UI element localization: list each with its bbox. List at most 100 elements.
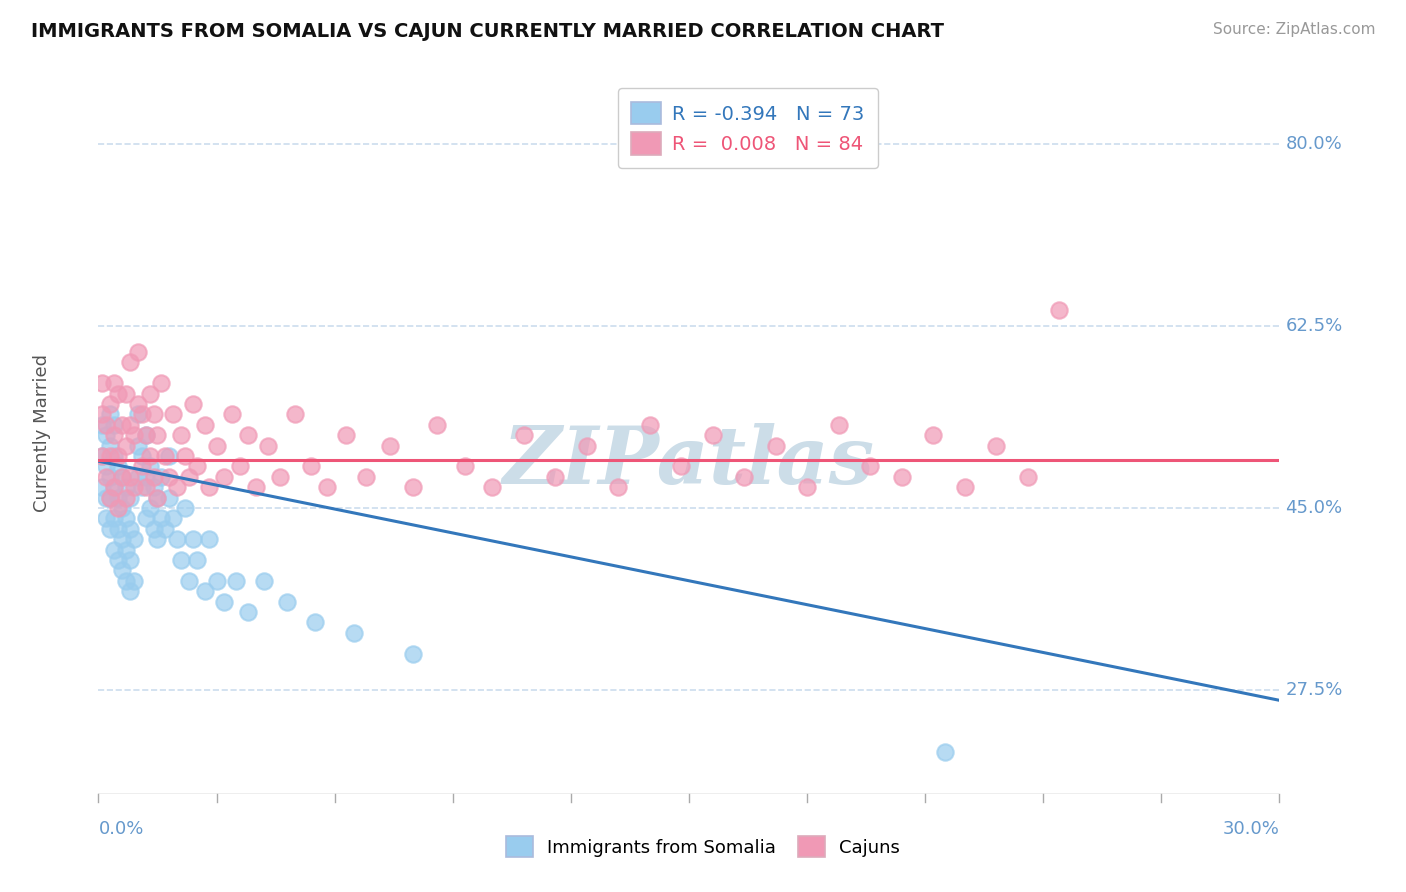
Point	[150, 470, 173, 484]
Text: 30.0%: 30.0%	[1223, 820, 1279, 838]
Point	[157, 470, 180, 484]
Point	[142, 522, 165, 536]
Point	[111, 417, 134, 432]
Point	[103, 480, 125, 494]
Point	[378, 439, 401, 453]
Point	[98, 397, 121, 411]
Point	[702, 428, 724, 442]
Point	[142, 470, 165, 484]
Legend: Immigrants from Somalia, Cajuns: Immigrants from Somalia, Cajuns	[494, 823, 912, 870]
Point	[131, 459, 153, 474]
Point	[225, 574, 247, 588]
Point	[91, 417, 114, 432]
Point	[181, 397, 204, 411]
Point	[157, 449, 180, 463]
Point	[186, 459, 208, 474]
Point	[796, 480, 818, 494]
Point	[135, 470, 157, 484]
Point	[118, 355, 141, 369]
Point	[98, 408, 121, 422]
Point	[138, 449, 160, 463]
Point	[890, 470, 912, 484]
Text: IMMIGRANTS FROM SOMALIA VS CAJUN CURRENTLY MARRIED CORRELATION CHART: IMMIGRANTS FROM SOMALIA VS CAJUN CURRENT…	[31, 22, 943, 41]
Point	[138, 500, 160, 515]
Point	[205, 574, 228, 588]
Legend: R = -0.394   N = 73, R =  0.008   N = 84: R = -0.394 N = 73, R = 0.008 N = 84	[617, 88, 879, 169]
Point	[103, 480, 125, 494]
Point	[111, 500, 134, 515]
Point	[162, 408, 184, 422]
Point	[127, 345, 149, 359]
Point	[131, 480, 153, 494]
Point	[138, 386, 160, 401]
Point	[214, 470, 236, 484]
Point	[127, 408, 149, 422]
Point	[127, 397, 149, 411]
Point	[103, 376, 125, 391]
Point	[166, 532, 188, 546]
Point	[107, 386, 129, 401]
Point	[236, 605, 259, 619]
Point	[166, 480, 188, 494]
Point	[229, 459, 252, 474]
Point	[669, 459, 692, 474]
Point	[115, 439, 138, 453]
Text: 0.0%: 0.0%	[98, 820, 143, 838]
Point	[118, 522, 141, 536]
Point	[96, 470, 118, 484]
Point	[214, 594, 236, 608]
Point	[174, 449, 197, 463]
Point	[115, 511, 138, 525]
Point	[103, 449, 125, 463]
Point	[142, 408, 165, 422]
Point	[98, 470, 121, 484]
Point	[98, 449, 121, 463]
Point	[103, 542, 125, 557]
Point	[146, 428, 169, 442]
Point	[638, 417, 661, 432]
Point	[115, 480, 138, 494]
Point	[118, 417, 141, 432]
Point	[155, 449, 177, 463]
Point	[269, 470, 291, 484]
Point	[96, 491, 118, 505]
Text: ZIPatlas: ZIPatlas	[503, 423, 875, 500]
Point	[107, 500, 129, 515]
Point	[253, 574, 276, 588]
Point	[111, 563, 134, 577]
Point	[426, 417, 449, 432]
Point	[118, 491, 141, 505]
Point	[107, 522, 129, 536]
Point	[122, 574, 145, 588]
Point	[138, 459, 160, 474]
Point	[98, 522, 121, 536]
Point	[170, 553, 193, 567]
Point	[953, 480, 976, 494]
Point	[453, 459, 475, 474]
Point	[96, 511, 118, 525]
Point	[481, 480, 503, 494]
Point	[177, 574, 200, 588]
Point	[343, 625, 366, 640]
Text: 27.5%: 27.5%	[1285, 681, 1343, 699]
Point	[98, 491, 121, 505]
Point	[335, 428, 357, 442]
Point	[276, 594, 298, 608]
Point	[150, 376, 173, 391]
Point	[354, 470, 377, 484]
Point	[922, 428, 945, 442]
Point	[256, 439, 278, 453]
Point	[135, 480, 157, 494]
Point	[197, 480, 219, 494]
Point	[1017, 470, 1039, 484]
Point	[135, 428, 157, 442]
Point	[197, 532, 219, 546]
Point	[122, 532, 145, 546]
Point	[107, 491, 129, 505]
Point	[827, 417, 849, 432]
Point	[135, 511, 157, 525]
Point	[146, 532, 169, 546]
Point	[765, 439, 787, 453]
Point	[859, 459, 882, 474]
Point	[607, 480, 630, 494]
